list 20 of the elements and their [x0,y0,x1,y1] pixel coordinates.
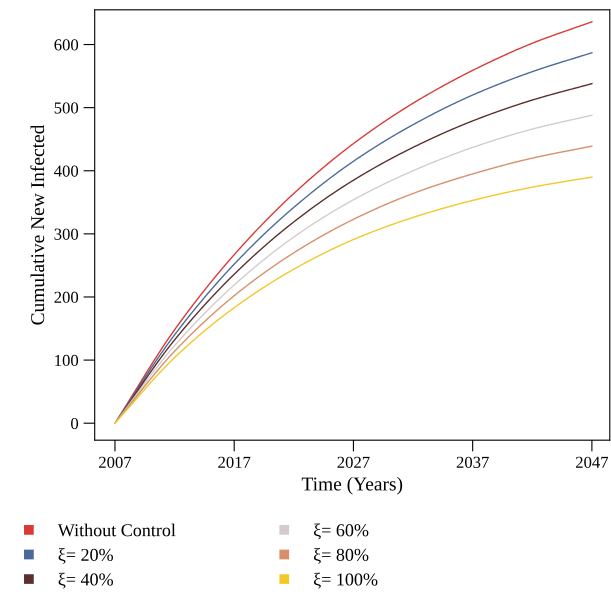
y-axis-title: Cumulative New Infected [30,124,44,325]
x-tick-label: 2007 [99,456,132,468]
y-tick-label: 100 [55,354,78,366]
legend-label: ξ= 20% [58,548,114,564]
x-tick-label: 2017 [218,456,250,468]
legend-label: ξ= 100% [314,572,378,589]
x-tick-label: 2037 [456,456,489,468]
y-tick-label: 600 [54,39,78,50]
y-tick-label: 200 [54,292,78,303]
legend-label: ξ= 40% [58,572,114,589]
legend-label: Without Control [58,524,176,536]
y-tick-label: 500 [54,102,78,114]
legend-label: ξ= 60% [314,524,368,540]
y-tick-label: 300 [54,228,78,240]
y-tick-label: 0 [71,418,78,430]
x-axis-title: Time (Years) [302,476,402,495]
x-tick-label: 2027 [338,456,370,468]
x-tick-label: 2047 [576,456,608,468]
legend-label: ξ= 80% [314,548,368,564]
y-tick-label: 400 [54,165,78,177]
